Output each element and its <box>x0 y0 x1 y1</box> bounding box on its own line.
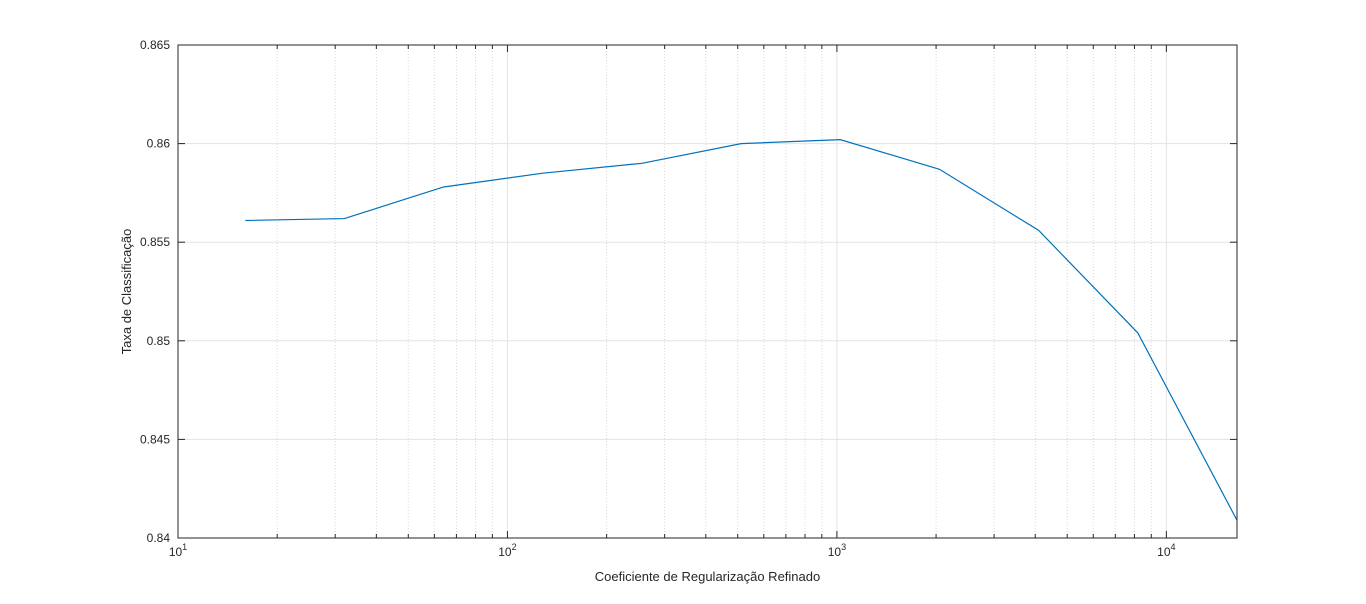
x-tick-labels: 101 102 103 104 <box>169 542 1176 559</box>
x-tick-exponent: 2 <box>512 542 517 552</box>
series-layer <box>245 139 1238 521</box>
y-axis-label: Taxa de Classificação <box>119 229 134 355</box>
x-tick-label: 103 <box>828 542 846 559</box>
x-tick-label: 102 <box>498 542 516 559</box>
y-tick-label: 0.855 <box>140 235 170 249</box>
x-tick-exponent: 1 <box>182 542 187 552</box>
ticks <box>177 44 1237 539</box>
x-tick-base: 10 <box>498 545 512 559</box>
x-tick-label: 104 <box>1157 542 1175 559</box>
x-axis-label: Coeficiente de Regularização Refinado <box>595 569 820 584</box>
x-tick-base: 10 <box>169 545 183 559</box>
series-line <box>245 139 1238 521</box>
x-tick-base: 10 <box>1157 545 1171 559</box>
y-tick-label: 0.84 <box>147 531 171 545</box>
y-tick-label: 0.85 <box>147 334 171 348</box>
x-tick-label: 101 <box>169 542 187 559</box>
y-tick-label: 0.845 <box>140 432 170 446</box>
plot-area-border <box>177 44 1238 539</box>
x-tick-exponent: 4 <box>1171 542 1176 552</box>
y-tick-label: 0.86 <box>147 137 171 151</box>
y-tick-labels: 0.84 0.845 0.85 0.855 0.86 0.865 <box>140 38 170 545</box>
major-grid <box>177 44 1237 539</box>
x-tick-exponent: 3 <box>841 542 846 552</box>
minor-grid <box>276 45 1152 538</box>
x-tick-base: 10 <box>828 545 842 559</box>
y-tick-label: 0.865 <box>140 38 170 52</box>
